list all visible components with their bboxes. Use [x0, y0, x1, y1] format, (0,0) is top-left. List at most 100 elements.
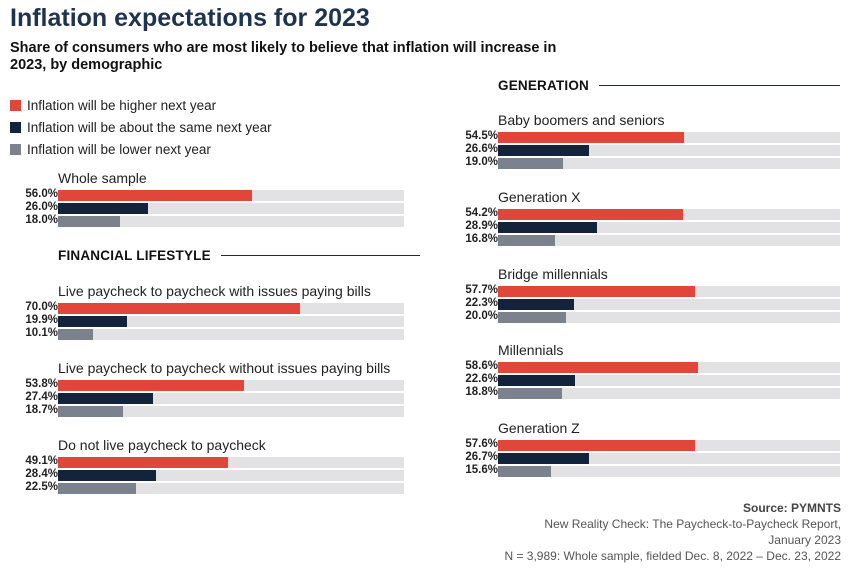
- bar-track: [498, 235, 840, 246]
- bar-track: [498, 222, 840, 233]
- bar-row-lower: 10.1%: [10, 327, 404, 340]
- bar-track: [58, 457, 404, 468]
- group-label: Live paycheck to paycheck without issues…: [58, 360, 391, 376]
- bar-lower: [58, 483, 136, 494]
- group-label: Bridge millennials: [498, 266, 608, 282]
- bar-value-label: 27.4%: [25, 391, 58, 403]
- bar-same: [498, 375, 576, 386]
- bar-row-higher: 54.2%: [450, 207, 840, 220]
- bar-track: [58, 393, 404, 404]
- group-label: Millennials: [498, 342, 564, 358]
- bar-track: [498, 158, 840, 169]
- section-rule: [599, 84, 840, 87]
- bar-value-label: 18.8%: [465, 386, 498, 398]
- bar-value-label: 26.7%: [465, 451, 498, 463]
- bar-row-higher: 57.6%: [450, 438, 840, 451]
- bar-value-label: 22.6%: [465, 373, 498, 385]
- legend-swatch-lower: [10, 143, 21, 155]
- bar-row-higher: 53.8%: [10, 378, 404, 391]
- group-label: Baby boomers and seniors: [498, 112, 665, 128]
- bar-higher: [498, 209, 684, 220]
- bar-lower: [58, 329, 93, 340]
- bar-higher: [58, 303, 301, 314]
- bar-value-label: 19.9%: [25, 314, 58, 326]
- bar-same: [498, 222, 597, 233]
- bar-track: [498, 299, 840, 310]
- bar-row-higher: 54.5%: [450, 130, 840, 143]
- bar-track: [58, 303, 404, 314]
- bar-lower: [58, 216, 121, 227]
- bar-track: [498, 312, 840, 323]
- bar-higher: [58, 457, 228, 468]
- bar-track: [58, 329, 404, 340]
- bar-track: [58, 216, 404, 227]
- chart-subtitle: Share of consumers who are most likely t…: [10, 40, 557, 73]
- bar-row-same: 26.7%: [450, 451, 840, 464]
- bar-track: [58, 203, 404, 214]
- source-line-3: N = 3,989: Whole sample, fielded Dec. 8,…: [504, 549, 841, 563]
- bar-value-label: 18.7%: [25, 404, 58, 416]
- source-note: Source: PYMNTS New Reality Check: The Pa…: [504, 500, 841, 564]
- bar-row-lower: 20.0%: [450, 310, 840, 323]
- bar-track: [498, 145, 840, 156]
- bar-row-lower: 19.0%: [450, 156, 840, 169]
- bar-same: [58, 316, 127, 327]
- bar-lower: [498, 235, 556, 246]
- legend-label-lower: Inflation will be lower next year: [27, 141, 211, 157]
- bar-value-label: 28.9%: [465, 220, 498, 232]
- bar-value-label: 19.0%: [465, 156, 498, 168]
- bar-higher: [498, 286, 696, 297]
- bar-row-higher: 58.6%: [450, 360, 840, 373]
- bar-track: [498, 375, 840, 386]
- bar-value-label: 18.0%: [25, 214, 58, 226]
- bar-row-same: 26.6%: [450, 143, 840, 156]
- bar-row-higher: 70.0%: [10, 301, 404, 314]
- bar-row-same: 19.9%: [10, 314, 404, 327]
- bar-value-label: 53.8%: [25, 378, 58, 390]
- bar-same: [498, 145, 589, 156]
- bar-track: [58, 406, 404, 417]
- bar-value-label: 26.0%: [25, 201, 58, 213]
- bar-track: [498, 388, 840, 399]
- bar-row-same: 22.3%: [450, 297, 840, 310]
- bar-lower: [498, 312, 567, 323]
- legend-item-lower: Inflation will be lower next year: [10, 138, 272, 160]
- bar-value-label: 70.0%: [25, 301, 58, 313]
- bar-value-label: 16.8%: [465, 233, 498, 245]
- bar-track: [498, 466, 840, 477]
- bar-track: [498, 132, 840, 143]
- bar-value-label: 58.6%: [465, 360, 498, 372]
- bar-track: [498, 362, 840, 373]
- bar-row-same: 22.6%: [450, 373, 840, 386]
- bar-row-lower: 18.0%: [10, 214, 404, 227]
- bar-row-lower: 18.8%: [450, 386, 840, 399]
- bar-value-label: 28.4%: [25, 468, 58, 480]
- group-label: Live paycheck to paycheck with issues pa…: [58, 283, 371, 299]
- bar-value-label: 15.6%: [465, 464, 498, 476]
- source-line-2: January 2023: [768, 533, 841, 547]
- bar-same: [58, 470, 157, 481]
- bar-track: [498, 453, 840, 464]
- bar-value-label: 20.0%: [465, 310, 498, 322]
- bar-lower: [498, 388, 563, 399]
- bar-same: [58, 203, 148, 214]
- bar-value-label: 57.6%: [465, 438, 498, 450]
- bar-row-higher: 56.0%: [10, 188, 404, 201]
- bar-higher: [498, 362, 699, 373]
- bar-value-label: 10.1%: [25, 327, 58, 339]
- legend: Inflation will be higher next year Infla…: [10, 94, 272, 160]
- bar-value-label: 57.7%: [465, 284, 498, 296]
- bar-track: [58, 190, 404, 201]
- bar-track: [498, 209, 840, 220]
- bar-track: [498, 440, 840, 451]
- bar-row-same: 28.9%: [450, 220, 840, 233]
- bar-row-higher: 49.1%: [10, 455, 404, 468]
- legend-item-same: Inflation will be about the same next ye…: [10, 116, 272, 138]
- bar-higher: [498, 132, 685, 143]
- legend-swatch-higher: [10, 99, 21, 111]
- bar-lower: [498, 466, 552, 477]
- bar-value-label: 56.0%: [25, 188, 58, 200]
- section-title-financial-lifestyle: FINANCIAL LIFESTYLE: [58, 248, 211, 263]
- section-title-generation: GENERATION: [498, 78, 590, 93]
- bar-track: [58, 380, 404, 391]
